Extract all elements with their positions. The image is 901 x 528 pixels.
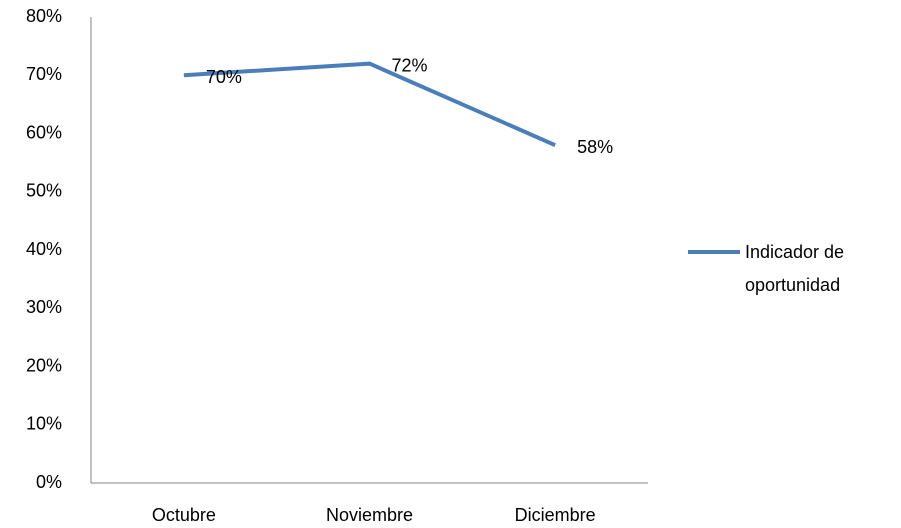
y-tick-label: 40% <box>26 239 62 259</box>
y-tick-label: 30% <box>26 297 62 317</box>
line-series <box>183 61 556 147</box>
x-tick-label: Noviembre <box>326 505 413 525</box>
data-label: 72% <box>392 55 428 75</box>
y-tick-label: 0% <box>36 472 62 492</box>
x-tick-label: Octubre <box>152 505 216 525</box>
y-tick-label: 10% <box>26 414 62 434</box>
y-tick-label: 20% <box>26 355 62 375</box>
data-label: 58% <box>577 137 613 157</box>
legend-label: Indicador de oportunidad <box>745 242 845 295</box>
y-tick-label: 80% <box>26 6 62 26</box>
y-tick-label: 70% <box>26 64 62 84</box>
x-tick-label: Diciembre <box>515 505 596 525</box>
y-tick-label: 60% <box>26 122 62 142</box>
y-tick-label: 50% <box>26 181 62 201</box>
data-label: 70% <box>206 67 242 87</box>
